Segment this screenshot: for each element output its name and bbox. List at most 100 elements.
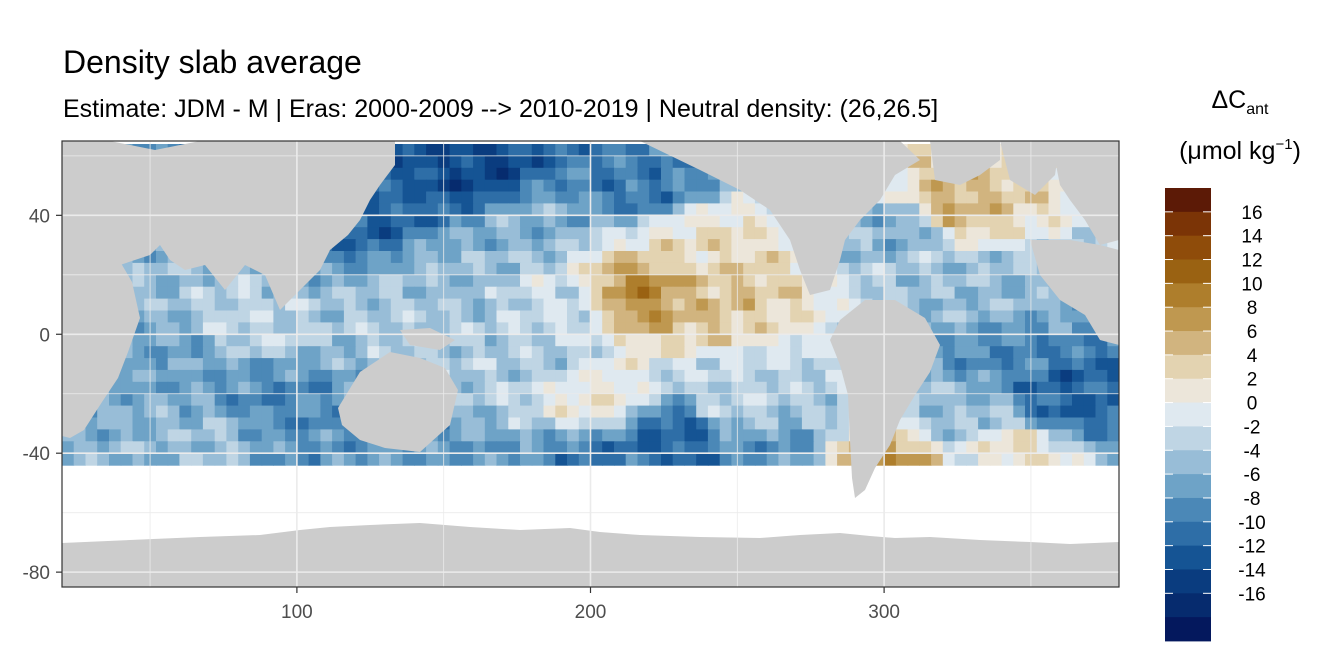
ocean-cell xyxy=(520,286,533,300)
ocean-cell xyxy=(156,334,169,347)
ocean-cell xyxy=(978,346,991,359)
ocean-cell xyxy=(308,310,321,323)
ocean-cell xyxy=(931,405,944,419)
ocean-cell xyxy=(649,393,662,407)
ocean-cell xyxy=(919,155,932,169)
ocean-cell xyxy=(825,453,838,466)
ocean-cell xyxy=(907,203,920,216)
ocean-cell xyxy=(590,262,603,276)
ocean-cell xyxy=(1013,251,1026,264)
ocean-cell xyxy=(578,298,592,312)
ocean-cell xyxy=(226,310,239,323)
ocean-cell xyxy=(1048,334,1061,347)
ocean-cell xyxy=(555,167,568,181)
ocean-cell xyxy=(743,251,756,264)
ocean-cell xyxy=(1048,393,1061,407)
page-subtitle: Estimate: JDM - M | Eras: 2000-2009 --> … xyxy=(63,95,939,123)
ocean-cell xyxy=(1095,441,1108,454)
ocean-cell xyxy=(813,453,826,466)
ocean-cell xyxy=(860,286,873,300)
ocean-cell xyxy=(179,393,192,407)
ocean-cell xyxy=(813,429,826,442)
ocean-cell xyxy=(790,334,803,347)
ocean-cell xyxy=(531,274,545,288)
x-tick-label: 200 xyxy=(575,602,607,623)
ocean-cell xyxy=(402,310,415,323)
ocean-cell xyxy=(484,262,498,276)
ocean-cell xyxy=(602,227,615,240)
ocean-cell xyxy=(707,417,721,430)
ocean-cell xyxy=(179,429,192,442)
ocean-cell xyxy=(355,274,368,288)
ocean-cell xyxy=(567,286,580,300)
ocean-cell xyxy=(649,191,662,204)
ocean-cell xyxy=(238,274,251,288)
ocean-cell xyxy=(156,286,169,300)
ocean-cell xyxy=(484,274,498,288)
ocean-cell xyxy=(954,286,967,300)
ocean-cell xyxy=(320,346,333,359)
ocean-cell xyxy=(249,369,263,383)
ocean-cell xyxy=(379,322,392,335)
ocean-cell xyxy=(167,429,180,442)
legend-tick-label: -16 xyxy=(1238,584,1265,605)
ocean-cell xyxy=(661,167,674,181)
ocean-cell xyxy=(156,393,169,407)
ocean-cell xyxy=(978,203,991,216)
legend-swatch xyxy=(1165,617,1211,642)
ocean-cell xyxy=(555,274,568,288)
ocean-cell xyxy=(1048,215,1061,228)
ocean-cell xyxy=(261,453,274,466)
ocean-cell xyxy=(1013,429,1026,442)
ocean-cell xyxy=(954,227,967,240)
ocean-cell xyxy=(1013,393,1026,407)
ocean-cell xyxy=(343,334,357,347)
ocean-cell xyxy=(614,393,627,407)
ocean-cell xyxy=(1036,369,1050,383)
ocean-cell xyxy=(707,298,721,312)
ocean-cell xyxy=(801,405,815,419)
ocean-cell xyxy=(907,429,920,442)
ocean-cell xyxy=(942,286,956,300)
ocean-cell xyxy=(907,298,920,312)
ocean-cell xyxy=(555,155,568,169)
ocean-cell xyxy=(379,239,392,252)
ocean-cell xyxy=(132,417,145,430)
ocean-cell xyxy=(355,262,368,276)
ocean-cell xyxy=(684,286,697,300)
ocean-cell xyxy=(567,393,580,407)
ocean-cell xyxy=(1095,417,1108,430)
ocean-cell xyxy=(390,167,404,181)
ocean-cell xyxy=(156,369,169,383)
ocean-cell xyxy=(167,274,180,288)
ocean-cell xyxy=(590,251,603,264)
ocean-cell xyxy=(332,310,345,323)
ocean-cell xyxy=(308,298,321,312)
ocean-cell xyxy=(743,346,756,359)
ocean-cell xyxy=(120,429,133,442)
ocean-cell xyxy=(191,453,204,466)
ocean-cell xyxy=(484,381,498,395)
ocean-cell xyxy=(954,453,967,466)
x-tick-label: 100 xyxy=(281,602,313,623)
ocean-cell xyxy=(426,191,439,204)
ocean-cell xyxy=(1001,286,1014,300)
ocean-cell xyxy=(625,203,638,216)
ocean-cell xyxy=(473,239,486,252)
ocean-cell xyxy=(1072,417,1085,430)
ocean-cell xyxy=(895,239,909,252)
ocean-cell xyxy=(567,369,580,383)
ocean-cell xyxy=(343,441,357,454)
ocean-cell xyxy=(202,369,216,383)
ocean-cell xyxy=(496,179,509,193)
ocean-cell xyxy=(907,239,920,252)
ocean-cell xyxy=(543,215,556,228)
ocean-cell xyxy=(484,167,498,181)
ocean-cell xyxy=(508,144,521,157)
ocean-cell xyxy=(766,369,779,383)
ocean-cell xyxy=(602,203,615,216)
legend-swatch xyxy=(1165,331,1211,356)
ocean-cell xyxy=(778,274,791,288)
ocean-cell xyxy=(684,298,697,312)
ocean-cell xyxy=(1048,322,1061,335)
